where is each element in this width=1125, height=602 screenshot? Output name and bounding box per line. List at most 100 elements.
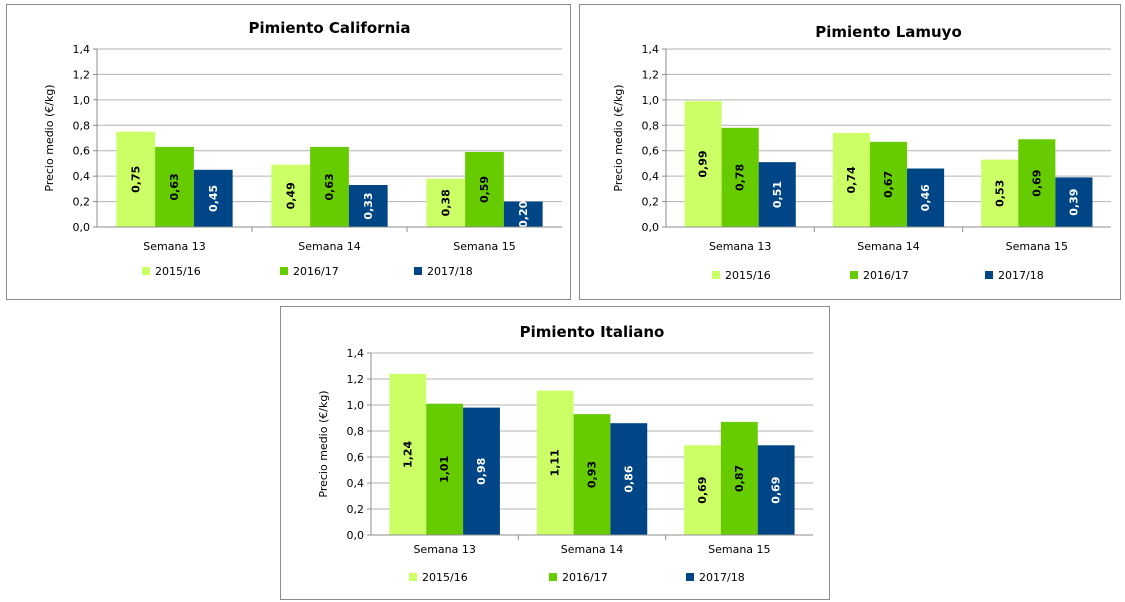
data-label: 1,24 [401, 440, 414, 467]
y-tick-label: 0,2 [73, 196, 91, 209]
legend-swatch [280, 267, 288, 275]
legend-swatch [712, 271, 720, 279]
data-label: 0,78 [734, 164, 747, 191]
data-label: 0,86 [622, 465, 635, 492]
bar-2015-16-2 [536, 390, 574, 535]
data-label: 0,93 [586, 461, 599, 488]
x-tick-label: Semana 13 [413, 543, 475, 556]
chart-svg-california: Pimiento California 0,0 0,2 0,4 0,6 0,8 1,0 1,2… [43, 19, 562, 278]
x-tick-label: Semana 14 [298, 240, 360, 253]
data-label: 0,98 [475, 458, 488, 485]
y-tick-label: 0,6 [73, 145, 91, 158]
y-axis-label: Precio medio (€/kg) [317, 390, 330, 497]
data-label: 0,63 [323, 173, 336, 200]
y-axis-label: Precio medio (€/kg) [612, 84, 625, 191]
y-tick-label: 1,4 [642, 43, 660, 56]
data-label: 0,45 [207, 185, 220, 212]
y-tick-label: 0,6 [642, 145, 660, 158]
x-tick-label: Semana 15 [453, 240, 515, 253]
legend-swatch [409, 573, 417, 581]
legend-swatch [414, 267, 422, 275]
bar-2015-16-1 [116, 131, 156, 227]
y-tick-label: 1,2 [73, 68, 91, 81]
bar-2017-18-2 [610, 423, 648, 535]
chart-svg-lamuyo: Pimiento Lamuyo 0,0 0,2 0,4 0,6 0,8 1,0 1,2 1,4 P… [612, 23, 1111, 282]
legend-label: 2017/18 [998, 269, 1044, 282]
y-tick-label: 0,4 [73, 170, 91, 183]
data-label: 0,75 [129, 166, 142, 193]
chart-panel-italiano: Pimiento Italiano 0,0 0,2 0,4 0,6 0,8 1,0 1,2 1,… [280, 306, 830, 600]
bar-2016-17-3 [1018, 139, 1056, 227]
y-tick-label: 0,0 [642, 221, 660, 234]
chart-title: Pimiento Italiano [520, 323, 665, 341]
data-label: 0,87 [733, 465, 746, 492]
legend-label: 2016/17 [293, 265, 339, 278]
legend-label: 2017/18 [699, 571, 745, 584]
y-tick-label: 0,2 [642, 196, 660, 209]
x-tick-label: Semana 13 [709, 240, 771, 253]
legend-swatch [985, 271, 993, 279]
bar-2016-17-1 [155, 146, 194, 227]
bar-2017-18-2 [348, 185, 388, 227]
y-tick-label: 1,4 [347, 347, 365, 360]
bar-2017-18-2 [907, 168, 945, 227]
bar-2016-17-1 [426, 403, 464, 535]
legend-swatch [850, 271, 858, 279]
legend-label: 2015/16 [725, 269, 771, 282]
y-tick-label: 0,8 [73, 119, 91, 132]
bar-2016-17-2 [573, 414, 611, 535]
data-label: 0,49 [284, 182, 297, 209]
y-tick-label: 0,8 [347, 425, 365, 438]
legend-swatch [142, 267, 150, 275]
x-tick-label: Semana 13 [143, 240, 205, 253]
bar-2017-18-1 [758, 162, 796, 227]
x-tick-label: Semana 14 [561, 543, 623, 556]
bar-2015-16-1 [684, 101, 722, 227]
bar-2016-17-2 [869, 141, 908, 227]
y-tick-label: 1,0 [73, 94, 91, 107]
bar-2015-16-2 [271, 164, 311, 227]
y-tick-label: 1,2 [642, 68, 660, 81]
bar-2015-16-3 [981, 159, 1019, 227]
bar-2015-16-3 [684, 445, 721, 535]
chart-panel-california: Pimiento California 0,0 0,2 0,4 0,6 0,8 1,0 1,2… [6, 4, 571, 300]
bar-2016-17-3 [720, 421, 758, 535]
bar-2017-18-1 [193, 169, 233, 227]
bar-2015-16-1 [389, 373, 427, 535]
bar-2017-18-3 [1055, 177, 1093, 227]
data-label: 0,38 [439, 189, 452, 216]
data-label: 0,20 [517, 200, 530, 227]
legend-swatch [549, 573, 557, 581]
data-label: 0,69 [696, 477, 709, 504]
y-tick-label: 0,4 [642, 170, 660, 183]
data-label: 0,33 [362, 192, 375, 219]
bar-2017-18-3 [757, 445, 795, 535]
data-label: 1,01 [438, 456, 451, 483]
bar-2016-17-3 [465, 151, 504, 227]
data-label: 1,11 [549, 449, 562, 476]
y-tick-label: 1,0 [347, 399, 365, 412]
legend-swatch [686, 573, 694, 581]
legend-label: 2017/18 [427, 265, 473, 278]
x-tick-label: Semana 15 [1006, 240, 1068, 253]
data-label: 0,74 [845, 166, 858, 193]
bar-2016-17-2 [310, 146, 349, 227]
legend-label: 2015/16 [155, 265, 201, 278]
y-tick-label: 1,2 [347, 373, 365, 386]
data-label: 0,63 [168, 173, 181, 200]
data-label: 0,59 [478, 176, 491, 203]
y-tick-label: 0,0 [347, 529, 365, 542]
data-label: 0,53 [993, 180, 1006, 207]
bar-2015-16-3 [426, 178, 466, 227]
y-tick-label: 0,6 [347, 451, 365, 464]
chart-svg-italiano: Pimiento Italiano 0,0 0,2 0,4 0,6 0,8 1,0 1,2 1,… [317, 323, 813, 584]
x-tick-label: Semana 14 [857, 240, 919, 253]
bar-2015-16-2 [832, 132, 870, 227]
data-label: 0,99 [697, 150, 710, 177]
data-label: 0,69 [1030, 170, 1043, 197]
legend-label: 2015/16 [422, 571, 468, 584]
y-tick-label: 1,0 [642, 94, 660, 107]
chart-title: Pimiento California [248, 19, 410, 37]
y-axis-label: Precio medio (€/kg) [43, 84, 56, 191]
data-label: 0,51 [771, 181, 784, 208]
